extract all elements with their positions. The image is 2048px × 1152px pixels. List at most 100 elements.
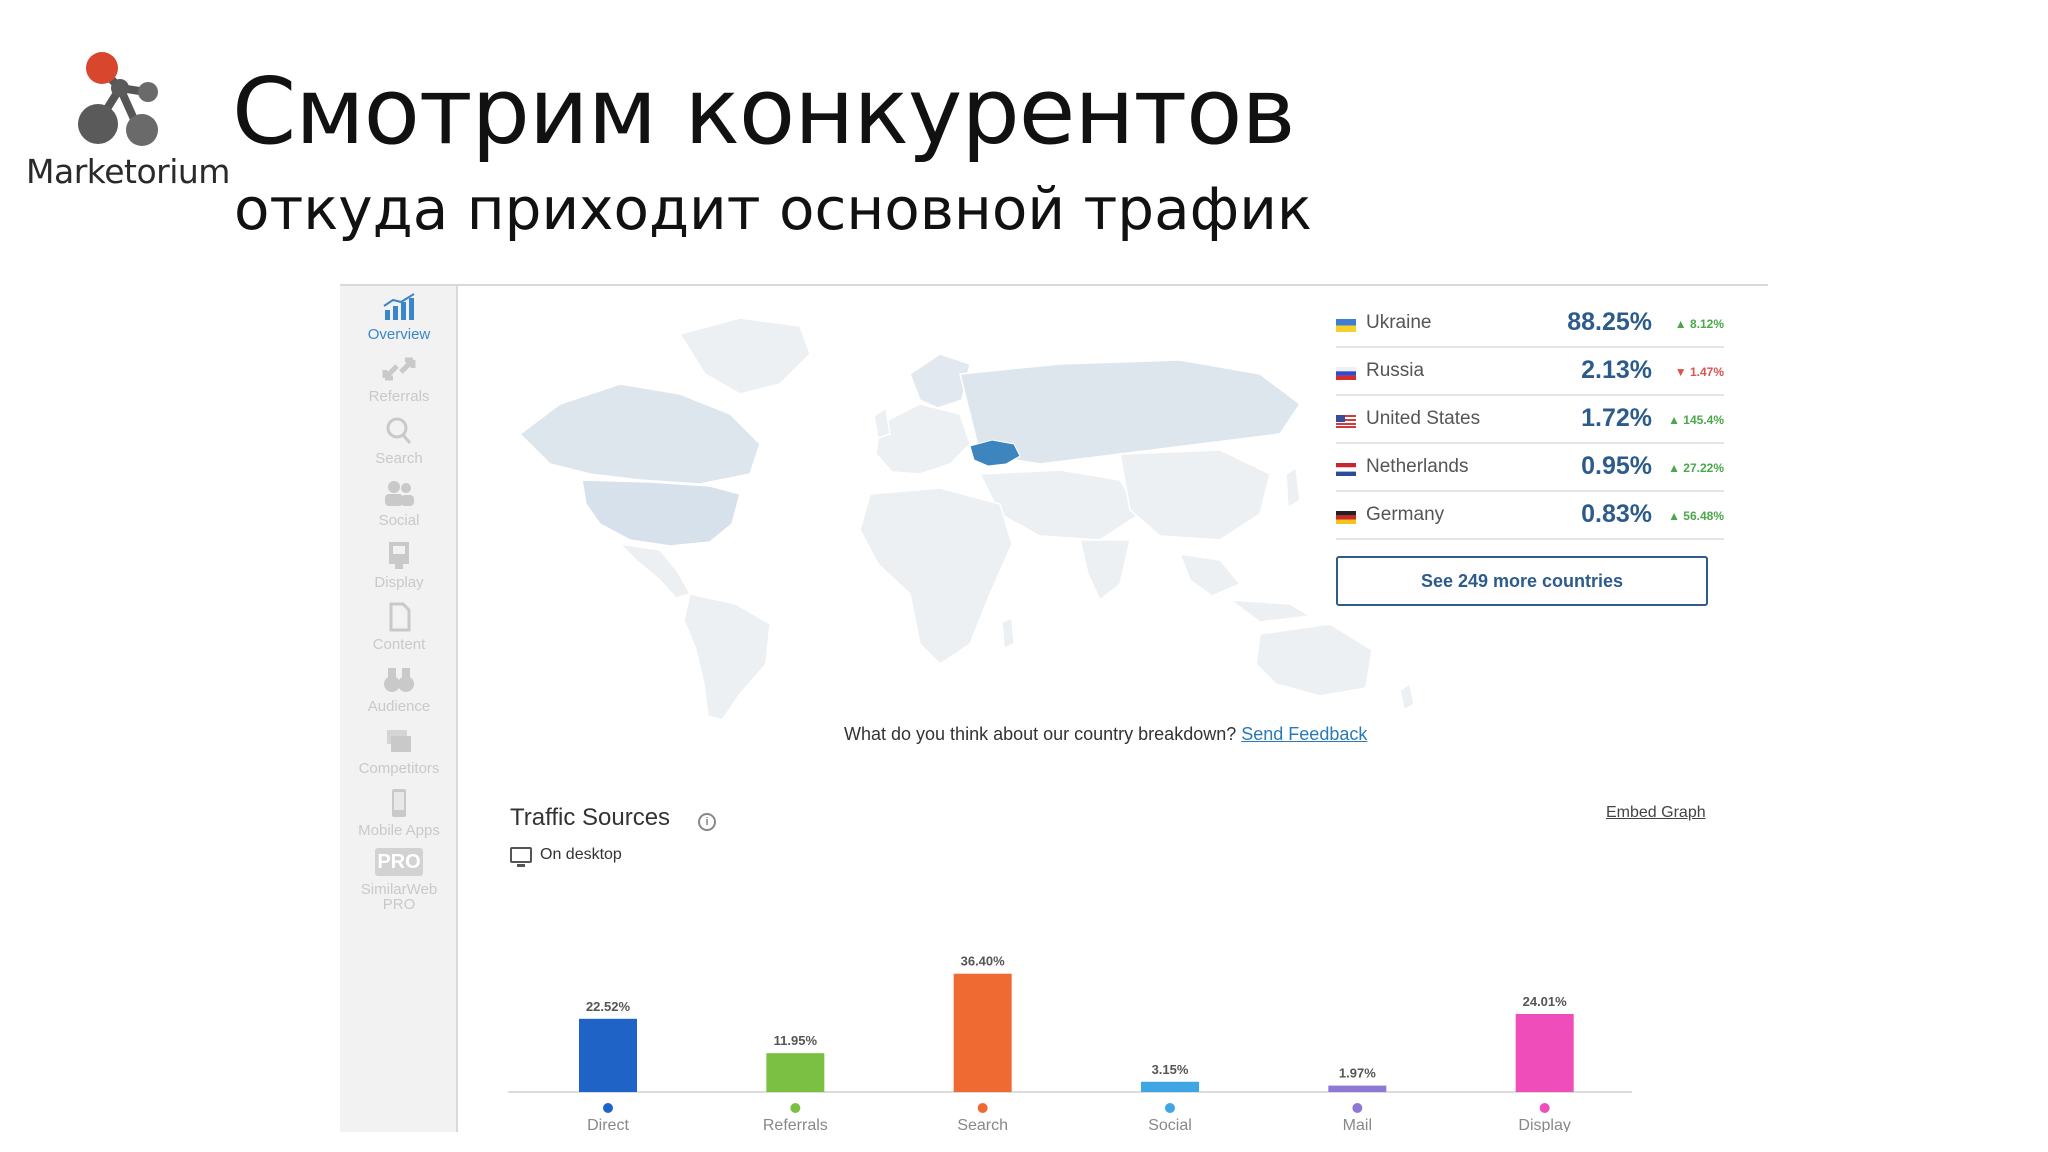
sidebar-item-label: Competitors (358, 760, 440, 777)
country-change: ▲ 27.22% (1668, 461, 1724, 475)
country-name: United States (1366, 408, 1481, 429)
social-source-icon (1165, 1103, 1175, 1113)
display-source-icon (1539, 1103, 1550, 1113)
country-share: 1.72% (1581, 404, 1652, 432)
category-label: Search (957, 1117, 1008, 1132)
country-change: ▼ 1.47% (1674, 365, 1724, 379)
sidebar-item-mobile-apps[interactable]: Mobile Apps (340, 788, 458, 839)
country-name: Netherlands (1366, 456, 1469, 477)
logo-text: Marketorium (26, 152, 230, 191)
similarweb-screenshot: Overview Referrals Search Social (340, 284, 1768, 1132)
country-share: 0.83% (1581, 500, 1652, 528)
feedback-prompt: What do you think about our country brea… (844, 724, 1367, 745)
change-value: 8.12% (1689, 317, 1724, 331)
usa-flag-icon (1336, 415, 1356, 428)
world-map (518, 317, 1415, 721)
info-icon[interactable]: i (698, 813, 716, 831)
category-label: Mail (1343, 1117, 1372, 1132)
germany-flag-icon (1336, 511, 1356, 524)
country-share: 88.25% (1567, 308, 1652, 336)
sidebar-item-competitors[interactable]: Competitors (340, 726, 458, 777)
mail-source-icon (1352, 1103, 1363, 1113)
sidebar-item-social[interactable]: Social (340, 478, 458, 529)
country-name: Germany (1366, 504, 1445, 525)
phone-icon (392, 789, 406, 817)
sidebar-item-label: Overview (367, 326, 431, 343)
traffic-sources-title: Traffic Sources (510, 804, 671, 831)
country-name: Russia (1366, 360, 1425, 381)
feedback-question: What do you think about our country brea… (844, 724, 1237, 744)
country-change: ▲ 8.12% (1674, 317, 1724, 331)
bar-value-label: 36.40% (961, 954, 1006, 969)
sidebar-item-label: Display (374, 574, 424, 591)
document-icon (389, 602, 411, 632)
sidebar-item-label: PRO (382, 896, 416, 913)
people-icon (385, 481, 414, 506)
sidebar-item-label: SimilarWeb (360, 881, 438, 898)
bar-value-label: 1.97% (1339, 1066, 1376, 1081)
sidebar-item-overview[interactable]: Overview (340, 292, 458, 343)
embed-graph-link[interactable]: Embed Graph (1606, 804, 1706, 821)
sidebar-item-label: Search (375, 450, 423, 467)
bar-social[interactable] (1141, 1081, 1199, 1092)
country-row[interactable]: Germany 0.83% ▲ 56.48% (1336, 492, 1724, 540)
bar-display[interactable] (1515, 1013, 1574, 1092)
country-name: Ukraine (1366, 312, 1432, 333)
country-change: ▲ 145.4% (1668, 413, 1724, 427)
bar-direct[interactable] (579, 1018, 637, 1092)
sidebar-item-content[interactable]: Content (340, 602, 458, 653)
country-share: 0.95% (1581, 452, 1652, 480)
bar-search[interactable] (953, 973, 1012, 1092)
map-land (518, 317, 1415, 721)
chart-icon (383, 293, 415, 320)
country-row[interactable]: Ukraine 88.25% ▲ 8.12% (1336, 300, 1724, 348)
bar-value-label: 22.52% (586, 999, 631, 1014)
pro-badge: PRO (375, 848, 423, 876)
country-change: ▲ 56.48% (1668, 509, 1724, 523)
sidebar-item-label: Audience (367, 698, 431, 715)
device-label: On desktop (540, 846, 622, 863)
display-icon (389, 542, 409, 569)
divider (340, 284, 1768, 286)
sidebar-item-audience[interactable]: Audience (340, 664, 458, 715)
sidebar-item-label: Referrals (368, 388, 430, 405)
marketorium-logo: Marketorium (22, 48, 230, 198)
sidebar-item-display[interactable]: Display (340, 540, 458, 591)
ukraine-region[interactable] (969, 439, 1021, 467)
change-value: 145.4% (1683, 413, 1724, 427)
desktop-icon (510, 846, 532, 867)
bar-value-label: 3.15% (1152, 1062, 1189, 1077)
country-list: Ukraine 88.25% ▲ 8.12% Russia 2.13% ▼ 1.… (1336, 300, 1724, 540)
sidebar-item-referrals[interactable]: Referrals (340, 354, 458, 405)
country-share: 2.13% (1581, 356, 1652, 384)
sidebar-item-search[interactable]: Search (340, 416, 458, 467)
traffic-sources-chart: 22.52% Direct 11.95% Referrals 36.40% Search 3… (508, 954, 1632, 1132)
bar-referrals[interactable] (766, 1053, 825, 1092)
category-label: Social (1148, 1117, 1192, 1132)
search-source-icon (977, 1103, 988, 1113)
sidebar-item-label: Mobile Apps (358, 822, 440, 839)
country-row[interactable]: Netherlands 0.95% ▲ 27.22% (1336, 444, 1724, 492)
russia-flag-icon (1336, 367, 1356, 380)
slide-title: Смотрим конкурентов (232, 58, 1296, 165)
category-label: Direct (587, 1117, 629, 1132)
see-more-countries-button[interactable]: See 249 more countries (1336, 556, 1708, 606)
bar-value-label: 11.95% (774, 1033, 818, 1048)
netherlands-flag-icon (1336, 463, 1356, 476)
country-row[interactable]: Russia 2.13% ▼ 1.47% (1336, 348, 1724, 396)
direct-source-icon (603, 1103, 613, 1113)
category-label: Display (1518, 1117, 1570, 1132)
category-label: Referrals (763, 1117, 828, 1132)
slide-subtitle: откуда приходит основной трафик (234, 175, 1312, 243)
bar-mail[interactable] (1328, 1085, 1387, 1092)
sidebar-item-label: Social (378, 512, 420, 529)
sidebar-item-label: Content (372, 636, 426, 653)
molecule-logo-icon (78, 52, 158, 146)
send-feedback-link[interactable]: Send Feedback (1241, 724, 1368, 744)
country-row[interactable]: United States 1.72% ▲ 145.4% (1336, 396, 1724, 444)
device-indicator: On desktop (510, 846, 622, 867)
sidebar: Overview Referrals Search Social (340, 286, 458, 1132)
magnifier-icon (386, 417, 412, 444)
sidebar-item-pro[interactable]: PRO SimilarWeb PRO (340, 848, 458, 912)
